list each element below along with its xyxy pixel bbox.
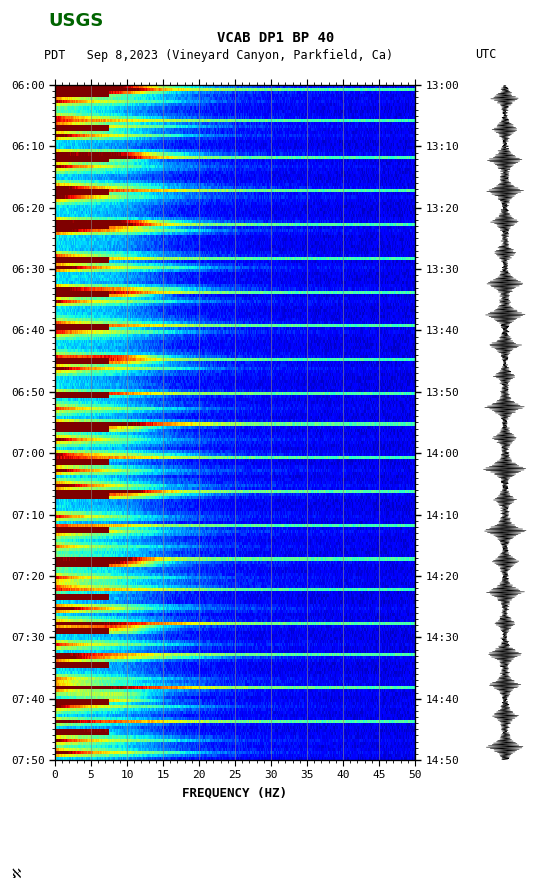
X-axis label: FREQUENCY (HZ): FREQUENCY (HZ)	[183, 786, 288, 799]
Text: VCAB DP1 BP 40: VCAB DP1 BP 40	[217, 31, 335, 45]
Text: PDT   Sep 8,2023 (Vineyard Canyon, Parkfield, Ca): PDT Sep 8,2023 (Vineyard Canyon, Parkfie…	[44, 48, 393, 62]
Text: UTC: UTC	[475, 48, 496, 62]
Text: $\aleph$: $\aleph$	[11, 868, 22, 881]
Text: USGS: USGS	[48, 12, 103, 30]
Polygon shape	[6, 0, 39, 38]
